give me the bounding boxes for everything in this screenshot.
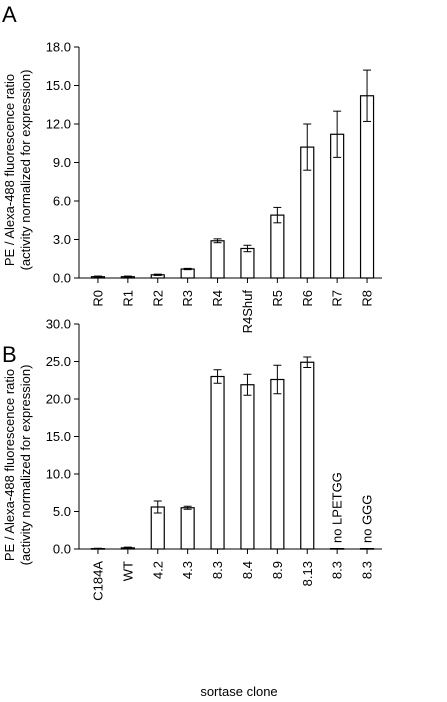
panel-b-x-tick-label: C184A xyxy=(90,561,105,601)
panel-a-x-tick-label: R5 xyxy=(270,290,285,307)
panel-a: A PE / Alexa-488 fluorescence ratio (act… xyxy=(2,2,382,333)
panel-a-y-tick-label: 6.0 xyxy=(53,194,71,209)
panel-b-x-tick-label: 8.4 xyxy=(240,561,255,579)
panel-b-x-tick-label: 8.3 xyxy=(330,561,345,579)
panel-b-y-tick-label: 20.0 xyxy=(46,392,71,407)
panel-b-plot-area: 0.0 5.0 10.0 15.0 20.0 25.0 30.0 C184A WT 4.2 4.3 8… xyxy=(46,317,382,601)
panel-b-xlabel: sortase clone xyxy=(200,684,277,699)
panel-b-ylabel-line1: PE / Alexa-488 fluorescence ratio xyxy=(2,369,17,561)
panel-a-y-tick-label: 12.0 xyxy=(46,117,71,132)
panel-a-x-tick-label: R1 xyxy=(120,290,135,307)
panel-b-y-tick-label: 25.0 xyxy=(46,354,71,369)
panel-a-bar xyxy=(359,95,375,279)
panel-a-x-tick-label: R4Shuf xyxy=(240,290,255,334)
panel-b-y-tick-label: 15.0 xyxy=(46,429,71,444)
panel-a-x-tick-label: R2 xyxy=(150,290,165,307)
panel-b-bar xyxy=(210,375,225,550)
panel-a-x-tick-label: R4 xyxy=(210,290,225,307)
panel-b-ylabel-line2: (activity normalized for expression) xyxy=(18,365,33,566)
panel-b-bar xyxy=(270,378,285,550)
panel-a-x-tick-label: R3 xyxy=(180,290,195,307)
panel-a-y-tick-label: 15.0 xyxy=(46,78,71,93)
panel-b: B PE / Alexa-488 fluorescence ratio (act… xyxy=(2,317,382,699)
panel-a-letter: A xyxy=(2,2,17,27)
panel-b-bar xyxy=(300,361,315,550)
panel-a-y-tick-label: 3.0 xyxy=(53,232,71,247)
panel-a-y-tick-label: 0.0 xyxy=(53,271,71,286)
panel-a-bar xyxy=(210,240,225,279)
panel-a-x-tick-label: R6 xyxy=(300,290,315,307)
panel-a-x-tick-label: R0 xyxy=(90,290,105,307)
panel-b-y-tick-label: 10.0 xyxy=(46,467,71,482)
panel-a-plot-area: 0.0 3.0 6.0 9.0 12.0 15.0 18.0 R0 R1 R2 R3 R4 R4Shuf… xyxy=(46,40,382,334)
panel-b-letter: B xyxy=(2,342,17,367)
panel-b-bar-annotation: no LPETGG xyxy=(330,472,345,543)
panel-b-x-tick-label: 4.2 xyxy=(150,561,165,579)
panel-b-y-tick-label: 30.0 xyxy=(46,317,71,332)
panel-b-bar xyxy=(240,384,255,550)
panel-a-bar xyxy=(240,247,255,279)
panel-b-x-tick-label: WT xyxy=(120,561,135,581)
panel-a-ylabel-line2: (activity normalized for expression) xyxy=(18,70,33,271)
panel-b-y-tick-label: 5.0 xyxy=(53,504,71,519)
panel-b-x-tick-label: 8.3 xyxy=(360,561,375,579)
panel-b-x-tick-label: 8.3 xyxy=(210,561,225,579)
panel-b-x-tick-label: 8.13 xyxy=(300,561,315,586)
panel-a-bar xyxy=(270,214,285,279)
panel-a-bar xyxy=(180,268,195,279)
panel-a-x-tick-label: R7 xyxy=(330,290,345,307)
panel-b-x-tick-label: 4.3 xyxy=(180,561,195,579)
panel-b-x-tick-label: 8.9 xyxy=(270,561,285,579)
panel-a-x-tick-label: R8 xyxy=(360,290,375,307)
panel-a-ylabel-line1: PE / Alexa-488 fluorescence ratio xyxy=(2,74,17,266)
panel-b-bar-annotation: no GGG xyxy=(360,495,375,543)
panel-b-bar xyxy=(180,507,195,550)
panel-a-y-tick-label: 18.0 xyxy=(46,40,71,55)
panel-b-y-tick-label: 0.0 xyxy=(53,542,71,557)
panel-a-y-tick-label: 9.0 xyxy=(53,155,71,170)
